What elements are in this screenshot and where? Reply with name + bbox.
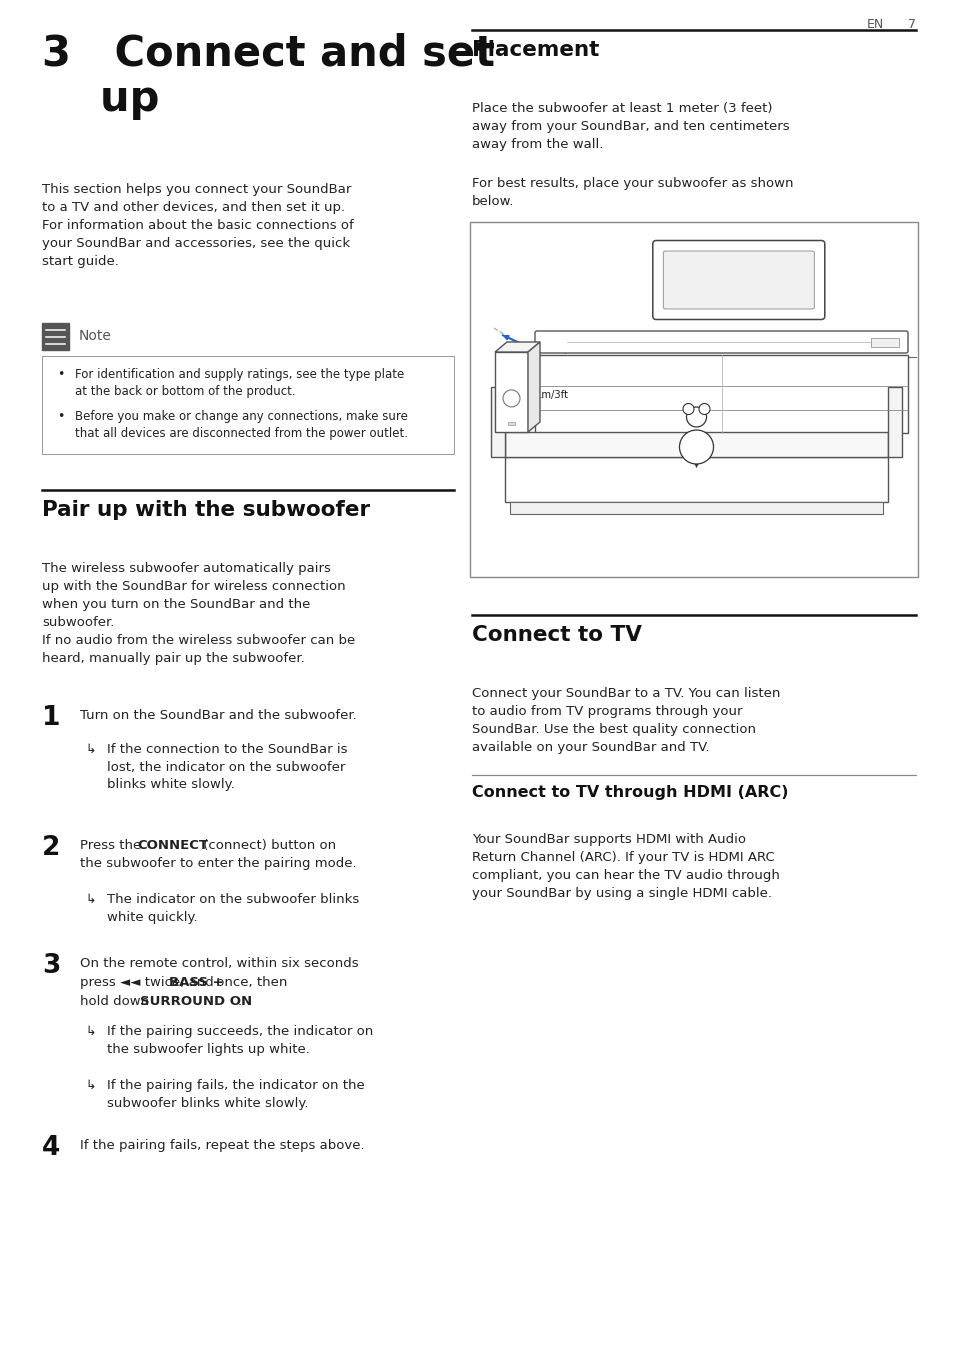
Text: 4: 4: [42, 1135, 60, 1161]
Text: For identification and supply ratings, see the type plate
at the back or bottom : For identification and supply ratings, s…: [75, 369, 404, 398]
Polygon shape: [495, 342, 539, 352]
Text: The wireless subwoofer automatically pairs
up with the SoundBar for wireless con: The wireless subwoofer automatically pai…: [42, 562, 355, 666]
FancyBboxPatch shape: [504, 458, 887, 502]
FancyBboxPatch shape: [495, 352, 527, 432]
Polygon shape: [527, 342, 539, 432]
FancyBboxPatch shape: [42, 323, 69, 350]
FancyBboxPatch shape: [491, 387, 504, 458]
Text: Your SoundBar supports HDMI with Audio
Return Channel (ARC). If your TV is HDMI : Your SoundBar supports HDMI with Audio R…: [472, 833, 779, 900]
Text: SURROUND ON: SURROUND ON: [139, 995, 252, 1008]
FancyBboxPatch shape: [535, 355, 907, 433]
Text: Connect your SoundBar to a TV. You can listen
to audio from TV programs through : Connect your SoundBar to a TV. You can l…: [472, 687, 780, 755]
FancyBboxPatch shape: [470, 221, 917, 576]
Text: Before you make or change any connections, make sure
that all devices are discon: Before you make or change any connection…: [75, 410, 408, 440]
Text: hold down: hold down: [80, 995, 153, 1008]
Text: 1: 1: [42, 705, 60, 730]
Text: 7: 7: [907, 18, 915, 31]
Text: 3   Connect and set
    up: 3 Connect and set up: [42, 32, 495, 120]
FancyBboxPatch shape: [662, 251, 814, 309]
Text: Turn on the SoundBar and the subwoofer.: Turn on the SoundBar and the subwoofer.: [80, 709, 356, 722]
Text: ↳: ↳: [85, 892, 95, 906]
Circle shape: [686, 406, 706, 427]
FancyBboxPatch shape: [504, 432, 887, 458]
Text: The indicator on the subwoofer blinks
white quickly.: The indicator on the subwoofer blinks wh…: [107, 892, 359, 923]
Text: Connect to TV through HDMI (ARC): Connect to TV through HDMI (ARC): [472, 784, 788, 801]
FancyBboxPatch shape: [42, 356, 454, 454]
Text: This section helps you connect your SoundBar
to a TV and other devices, and then: This section helps you connect your Soun…: [42, 184, 354, 269]
Text: Place the subwoofer at least 1 meter (3 feet)
away from your SoundBar, and ten c: Place the subwoofer at least 1 meter (3 …: [472, 103, 789, 151]
Text: If the connection to the SoundBar is
lost, the indicator on the subwoofer
blinks: If the connection to the SoundBar is los…: [107, 743, 347, 791]
FancyBboxPatch shape: [887, 387, 901, 458]
Text: 10cm/4": 10cm/4": [538, 346, 579, 355]
Text: For best results, place your subwoofer as shown
below.: For best results, place your subwoofer a…: [472, 177, 793, 208]
Text: 2: 2: [42, 836, 60, 861]
FancyBboxPatch shape: [535, 331, 907, 352]
Text: BASS +: BASS +: [169, 976, 223, 990]
Text: If the pairing fails, repeat the steps above.: If the pairing fails, repeat the steps a…: [80, 1139, 364, 1152]
Text: If the pairing fails, the indicator on the
subwoofer blinks white slowly.: If the pairing fails, the indicator on t…: [107, 1079, 364, 1110]
Text: Pair up with the subwoofer: Pair up with the subwoofer: [42, 500, 370, 520]
Text: CONNECT: CONNECT: [137, 838, 209, 852]
Text: Note: Note: [79, 329, 112, 343]
Text: 1m/3ft: 1m/3ft: [536, 390, 568, 400]
Text: Placement: Placement: [472, 40, 598, 59]
Circle shape: [699, 404, 709, 414]
Text: the subwoofer to enter the pairing mode.: the subwoofer to enter the pairing mode.: [80, 857, 356, 871]
Text: ↳: ↳: [85, 743, 95, 756]
Text: once, then: once, then: [212, 976, 287, 990]
FancyBboxPatch shape: [652, 240, 824, 320]
Text: Connect to TV: Connect to TV: [472, 625, 641, 645]
Text: Press the: Press the: [80, 838, 146, 852]
Text: If the pairing succeeds, the indicator on
the subwoofer lights up white.: If the pairing succeeds, the indicator o…: [107, 1025, 373, 1056]
FancyBboxPatch shape: [507, 423, 515, 425]
FancyBboxPatch shape: [870, 338, 898, 347]
Text: On the remote control, within six seconds: On the remote control, within six second…: [80, 957, 358, 971]
Text: ↳: ↳: [85, 1079, 95, 1092]
Text: (connect) button on: (connect) button on: [199, 838, 335, 852]
Text: 3: 3: [42, 953, 60, 979]
Text: EN: EN: [866, 18, 883, 31]
Text: •: •: [57, 369, 64, 381]
Circle shape: [502, 390, 519, 406]
Circle shape: [679, 431, 713, 464]
FancyBboxPatch shape: [510, 502, 882, 514]
Text: •: •: [57, 410, 64, 423]
Text: press ◄◄ twice, and: press ◄◄ twice, and: [80, 976, 218, 990]
Text: ↳: ↳: [85, 1025, 95, 1038]
Circle shape: [682, 404, 693, 414]
Text: .: .: [237, 995, 242, 1008]
